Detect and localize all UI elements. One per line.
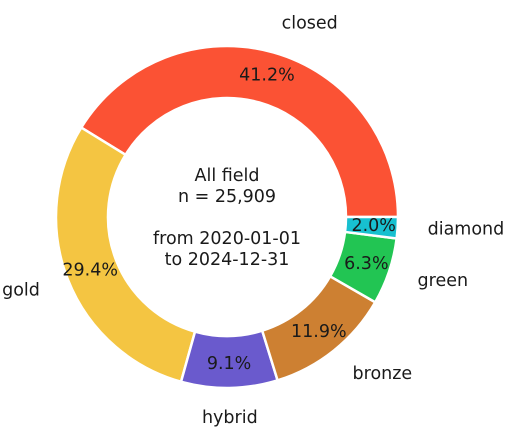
donut-slices bbox=[54, 44, 400, 390]
category-label-green: green bbox=[418, 271, 469, 291]
percentage-labels: 41.2% 29.4% 9.1% 11.9% 6.3% 2.0% bbox=[62, 66, 396, 374]
slice-diamond bbox=[343, 215, 400, 240]
category-labels: closed gold hybrid bronze green diamond bbox=[2, 14, 504, 428]
center-date-to: to 2024-12-31 bbox=[164, 250, 290, 270]
category-label-closed: closed bbox=[282, 14, 338, 34]
pct-label-gold: 29.4% bbox=[62, 261, 118, 281]
slice-gold bbox=[54, 126, 197, 383]
slice-closed bbox=[79, 44, 400, 219]
pct-label-bronze: 11.9% bbox=[291, 322, 347, 342]
category-label-hybrid: hybrid bbox=[202, 408, 258, 428]
category-label-bronze: bronze bbox=[353, 364, 413, 384]
pct-label-closed: 41.2% bbox=[239, 66, 295, 86]
pct-label-hybrid: 9.1% bbox=[207, 354, 251, 374]
center-title: All field bbox=[194, 166, 260, 186]
category-label-gold: gold bbox=[2, 280, 40, 300]
center-count: n = 25,909 bbox=[177, 187, 277, 207]
category-label-diamond: diamond bbox=[428, 220, 505, 240]
pct-label-diamond: 2.0% bbox=[351, 216, 395, 236]
pct-label-green: 6.3% bbox=[344, 254, 388, 274]
center-annotation: All field n = 25,909 from 2020-01-01 to … bbox=[117, 166, 337, 271]
center-date-from: from 2020-01-01 bbox=[153, 229, 301, 249]
